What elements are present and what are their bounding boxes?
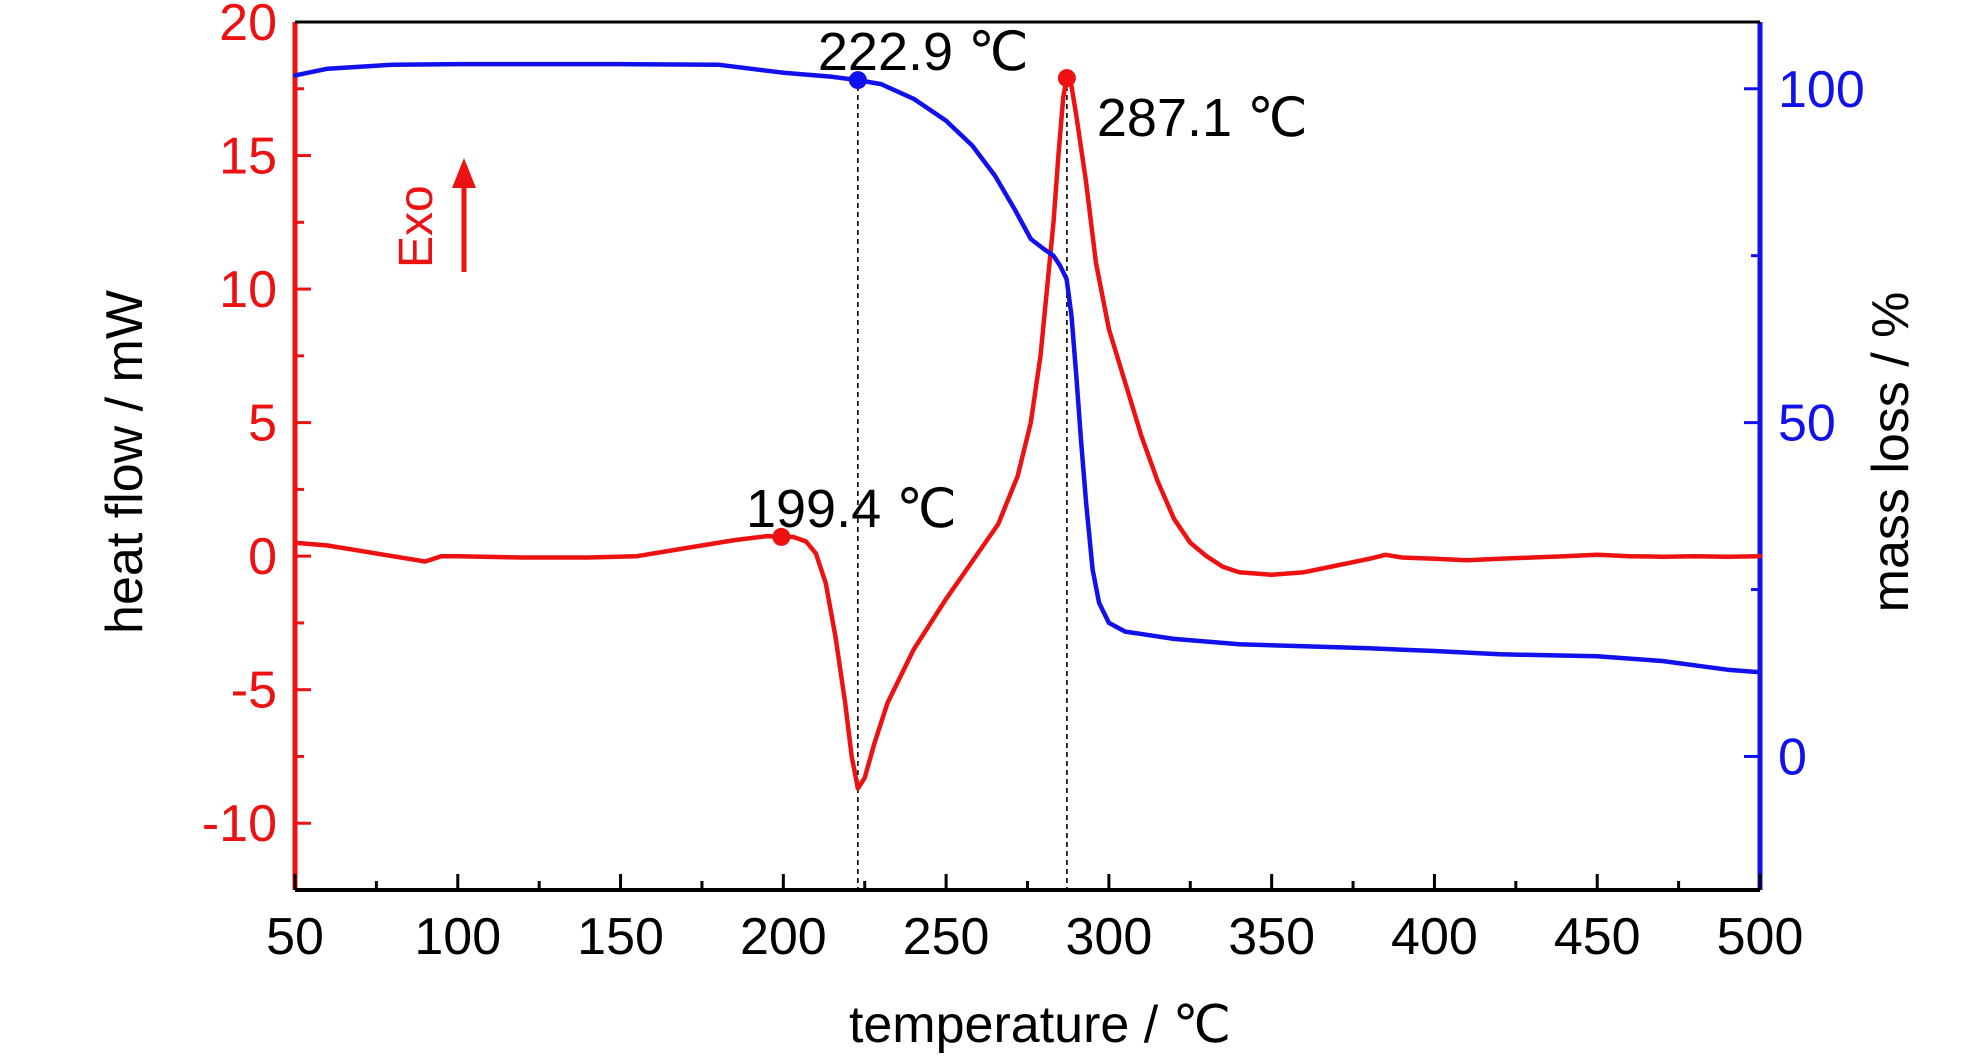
y-left-tick-label: 5 — [248, 395, 277, 453]
y-left-tick-label: 20 — [219, 0, 277, 52]
plot-frame — [295, 20, 1760, 892]
y-left-axis-title: heat flow / mW — [96, 290, 154, 634]
x-tick-label: 400 — [1391, 908, 1478, 966]
x-tick-label: 450 — [1554, 908, 1641, 966]
data-series — [292, 61, 1763, 791]
x-tick-label: 300 — [1066, 908, 1153, 966]
y-right-tick-label: 0 — [1778, 728, 1807, 786]
x-tick-label: 150 — [577, 908, 664, 966]
y-left-tick-label: -5 — [231, 662, 277, 720]
mass-loss-axis: 0 50 100 — [1744, 22, 1865, 890]
mass-loss-series-line — [292, 61, 1763, 675]
x-axis-title: temperature / ℃ — [849, 996, 1231, 1054]
annotations: 199.4 ℃ 222.9 ℃ 287.1 ℃ — [746, 22, 1308, 546]
x-tick-label: 100 — [414, 908, 501, 966]
y-left-tick-label: 10 — [219, 261, 277, 319]
annotation-marker — [1057, 69, 1076, 88]
temperature-axis: 50 100 150 200 250 300 350 400 450 500 — [266, 874, 1803, 966]
x-tick-label: 50 — [266, 908, 324, 966]
x-tick-label: 250 — [903, 908, 990, 966]
heat-flow-axis: -10 -5 0 5 10 15 20 — [202, 0, 311, 892]
exo-label: Exo — [390, 185, 443, 268]
y-left-tick-label: -10 — [202, 795, 277, 853]
y-right-tick-label: 100 — [1778, 61, 1865, 119]
annotation-marker — [772, 527, 791, 546]
annotation-label: 222.9 ℃ — [818, 22, 1029, 82]
annotation-label: 199.4 ℃ — [746, 479, 957, 539]
exo-arrow-head — [452, 158, 476, 188]
heat-flow-series-line — [292, 75, 1763, 791]
annotation-label: 287.1 ℃ — [1097, 88, 1308, 148]
y-right-axis-title: mass loss / % — [1862, 292, 1920, 613]
y-left-tick-label: 0 — [248, 528, 277, 586]
dashed-guides — [857, 77, 1068, 890]
exo-indicator: Exo — [390, 158, 476, 272]
x-tick-label: 500 — [1717, 908, 1804, 966]
x-tick-label: 350 — [1228, 908, 1315, 966]
x-tick-label: 200 — [740, 908, 827, 966]
y-right-tick-label: 50 — [1778, 395, 1836, 453]
y-left-tick-label: 15 — [219, 128, 277, 186]
annotation-marker — [848, 71, 867, 90]
